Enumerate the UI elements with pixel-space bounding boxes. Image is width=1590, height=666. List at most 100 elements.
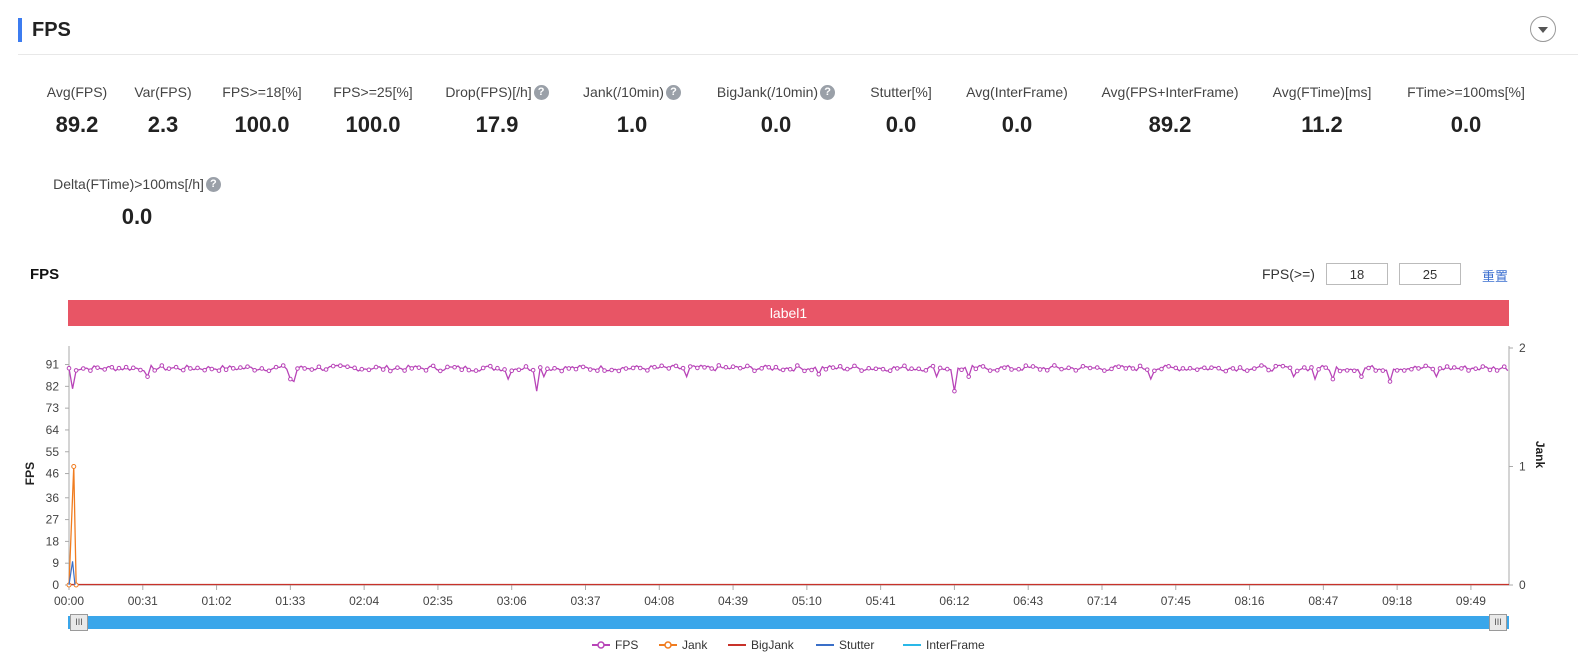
section-header: FPS xyxy=(18,14,1578,55)
fps-point xyxy=(1094,365,1100,370)
label-band[interactable]: label1 xyxy=(68,300,1509,326)
metric-value: 0.0 xyxy=(121,204,153,229)
metric-label-text: Avg(InterFrame) xyxy=(966,84,1068,100)
help-icon[interactable]: ? xyxy=(820,84,836,100)
metric-value: 0.0 xyxy=(1001,112,1033,137)
fps-point xyxy=(66,365,72,371)
fps-point xyxy=(273,364,279,370)
fps-point xyxy=(1016,366,1021,372)
legend-swatch-icon xyxy=(903,644,921,646)
fps-point xyxy=(580,364,586,370)
fps-point xyxy=(1023,363,1029,369)
fps-point xyxy=(245,364,250,369)
help-icon[interactable]: ? xyxy=(665,84,681,100)
help-icon[interactable]: ? xyxy=(205,176,221,192)
legend-label: BigJank xyxy=(751,638,794,652)
time-range-slider[interactable] xyxy=(68,616,1509,629)
fps-point xyxy=(745,363,750,369)
legend-item-fps[interactable]: FPS xyxy=(592,638,638,652)
slider-left-handle[interactable]: III xyxy=(70,614,88,631)
fps-point xyxy=(73,368,79,373)
legend-item-bigjank[interactable]: BigJank xyxy=(728,638,794,652)
fps-point xyxy=(188,366,193,371)
fps-point xyxy=(502,367,507,372)
collapse-button[interactable] xyxy=(1530,16,1556,42)
reset-link[interactable]: 重置 xyxy=(1482,269,1509,284)
legend-item-stutter[interactable]: Stutter xyxy=(816,638,874,652)
y2-tick-label: 0 xyxy=(1519,578,1526,592)
jank-point xyxy=(71,464,77,469)
threshold-high-input[interactable] xyxy=(1399,263,1461,285)
fps-point xyxy=(987,368,993,373)
metric-label: Avg(InterFrame) xyxy=(966,83,1068,101)
fps-point xyxy=(609,367,614,373)
fps-point xyxy=(1323,365,1329,370)
fps-point xyxy=(566,366,572,371)
fps-point xyxy=(680,365,686,371)
fps-point xyxy=(973,366,979,372)
fps-point xyxy=(195,365,200,371)
fps-point xyxy=(1373,368,1379,373)
fps-point xyxy=(345,364,350,370)
fps-point xyxy=(845,366,850,372)
y-tick-label: 27 xyxy=(46,513,60,527)
x-tick-label: 03:06 xyxy=(497,594,527,608)
metric-label-text: FPS>=18[%] xyxy=(222,84,302,100)
metric-4: Drop(FPS)[/h]? 17.9 xyxy=(397,83,597,138)
fps-point xyxy=(1009,367,1014,372)
fps-point xyxy=(952,388,957,394)
legend-label: Jank xyxy=(682,638,708,652)
fps-point xyxy=(1030,364,1036,369)
fps-point xyxy=(1244,368,1250,373)
fps-point xyxy=(1080,363,1086,369)
x-tick-label: 07:14 xyxy=(1087,594,1117,608)
x-tick-label: 03:37 xyxy=(570,594,600,608)
y-tick-label: 64 xyxy=(46,423,60,437)
fps-point xyxy=(316,364,322,370)
x-tick-label: 08:47 xyxy=(1308,594,1338,608)
threshold-low-input[interactable] xyxy=(1326,263,1388,285)
fps-point xyxy=(88,368,93,373)
metric-value: 100.0 xyxy=(345,112,401,137)
x-tick-label: 00:00 xyxy=(54,594,84,608)
help-icon[interactable]: ? xyxy=(533,84,549,100)
metric-label: Var(FPS) xyxy=(134,83,191,101)
metric-label-text: Delta(FTime)>100ms[/h] xyxy=(53,176,204,192)
fps-point xyxy=(1444,364,1450,369)
fps-point xyxy=(1430,366,1436,372)
metric-label: Stutter[%] xyxy=(870,83,931,101)
metric-label: FPS>=25[%] xyxy=(333,83,412,101)
fps-point xyxy=(830,365,836,370)
legend-item-interframe[interactable]: InterFrame xyxy=(903,638,985,652)
x-tick-label: 04:08 xyxy=(644,594,674,608)
fps-point xyxy=(123,364,129,370)
y-axis-title: FPS xyxy=(23,462,37,485)
fps-point xyxy=(102,367,108,372)
metric-12: Delta(FTime)>100ms[/h]? 0.0 xyxy=(37,175,237,230)
slider-right-handle[interactable]: III xyxy=(1489,614,1507,631)
metric-label-text: FTime>=100ms[%] xyxy=(1407,84,1525,100)
fps-chart: 0 9 18 27 36 46 55 64 73 82 91 0 1 2 FPS Jank 00:00 00:31… xyxy=(23,341,1547,608)
fps-point xyxy=(1187,365,1193,371)
fps-point xyxy=(1466,368,1471,373)
y2-tick-label: 2 xyxy=(1519,341,1526,355)
fps-point xyxy=(1180,366,1186,371)
fps-point xyxy=(438,368,443,374)
fps-point xyxy=(894,366,900,371)
fps-point xyxy=(402,368,407,373)
fps-point xyxy=(545,366,550,372)
fps-point xyxy=(352,365,357,371)
fps-point xyxy=(916,366,922,372)
metric-2: FPS>=18[%] 100.0 xyxy=(162,83,362,138)
fps-point xyxy=(1173,365,1179,371)
legend-item-jank[interactable]: Jank xyxy=(659,638,707,652)
fps-point xyxy=(1280,363,1286,369)
fps-point xyxy=(1351,368,1357,374)
fps-point xyxy=(380,367,386,372)
fps-point xyxy=(645,368,650,373)
fps-point xyxy=(1194,367,1200,372)
fps-point xyxy=(480,365,486,371)
fps-point xyxy=(288,376,293,382)
metric-label-text: Avg(FTime)[ms] xyxy=(1272,84,1372,100)
fps-point xyxy=(1202,365,1207,371)
